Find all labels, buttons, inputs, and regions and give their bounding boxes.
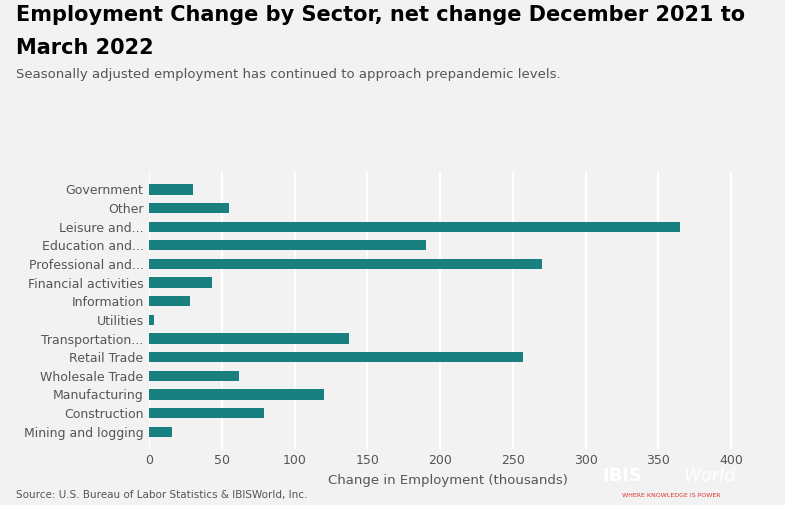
Bar [149, 408, 264, 418]
Text: World: World [683, 467, 736, 485]
Bar [149, 259, 542, 269]
Bar [149, 427, 173, 437]
Bar [149, 184, 193, 194]
Bar [149, 352, 523, 362]
Bar [149, 389, 323, 399]
Bar [149, 222, 681, 232]
Text: Employment Change by Sector, net change December 2021 to: Employment Change by Sector, net change … [16, 5, 745, 25]
Bar [149, 203, 229, 213]
Text: March 2022: March 2022 [16, 38, 153, 58]
Bar [149, 278, 212, 288]
Bar [149, 240, 425, 250]
X-axis label: Change in Employment (thousands): Change in Employment (thousands) [327, 474, 568, 487]
Text: Seasonally adjusted employment has continued to approach prepandemic levels.: Seasonally adjusted employment has conti… [16, 68, 560, 81]
Bar [149, 296, 190, 307]
Bar [149, 333, 349, 343]
Text: WHERE KNOWLEDGE IS POWER: WHERE KNOWLEDGE IS POWER [622, 493, 721, 498]
Bar [149, 371, 239, 381]
Bar [149, 315, 154, 325]
Text: IBIS: IBIS [603, 467, 642, 485]
Text: Source: U.S. Bureau of Labor Statistics & IBISWorld, Inc.: Source: U.S. Bureau of Labor Statistics … [16, 490, 307, 500]
